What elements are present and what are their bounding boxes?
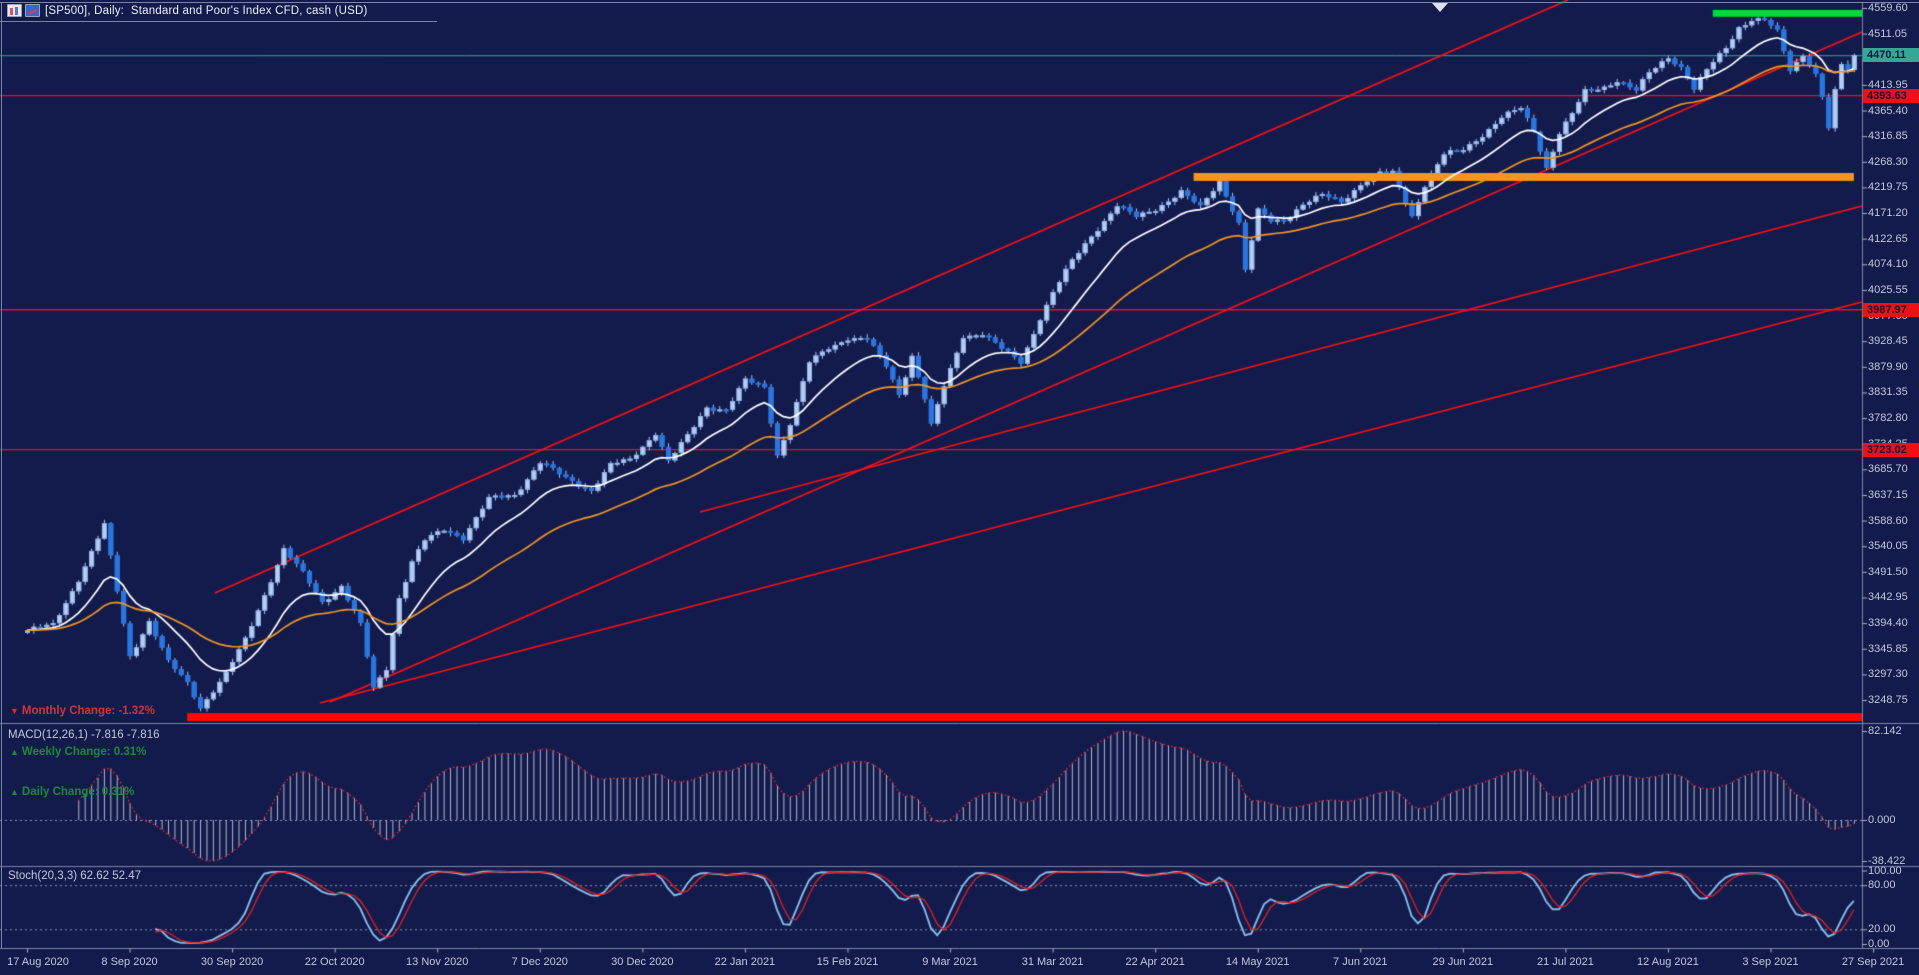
candlestick-window-icon <box>7 4 22 17</box>
price-axis-label: 3831.35 <box>1868 386 1908 399</box>
date-axis-label: 12 Aug 2021 <box>1637 956 1699 968</box>
date-axis-label: 29 Jun 2021 <box>1432 956 1494 968</box>
date-axis-label: 30 Dec 2020 <box>611 956 674 968</box>
price-axis-label: 4316.85 <box>1868 130 1908 143</box>
date-axis-label: 3 Sep 2021 <box>1742 956 1799 968</box>
current-price-marker: 4470.11 <box>1863 48 1919 63</box>
macd-axis-label: 0.000 <box>1868 814 1896 826</box>
price-axis-label: 4511.05 <box>1868 27 1907 40</box>
date-axis-label: 22 Apr 2021 <box>1125 956 1185 968</box>
date-axis-label: 7 Dec 2020 <box>511 956 568 968</box>
title-bar[interactable]: [SP500], Daily: Standard and Poor's Inde… <box>0 0 1919 22</box>
date-axis-label: 30 Sep 2020 <box>200 956 264 968</box>
price-axis-label: 3297.30 <box>1868 668 1908 681</box>
date-axis-label: 31 Mar 2021 <box>1021 956 1084 968</box>
price-axis-label: 3540.05 <box>1868 540 1908 553</box>
change-labels-block: ▼ Monthly Change: -1.32% ▲ Weekly Change: … <box>10 678 155 813</box>
price-axis-label: 4171.20 <box>1868 207 1908 220</box>
price-axis-label: 4365.40 <box>1868 104 1908 117</box>
price-axis-label: 4268.30 <box>1868 155 1908 168</box>
stoch-axis-label: 100.00 <box>1868 864 1902 877</box>
date-axis-label: 8 Sep 2020 <box>101 956 158 968</box>
date-axis-label: 27 Sep 2021 <box>1841 956 1905 968</box>
price-axis-label: 3637.15 <box>1868 488 1908 501</box>
macd-axis-label: 82.142 <box>1868 725 1902 737</box>
window-left-frame <box>1 2 2 948</box>
price-axis-label: 3442.95 <box>1868 591 1908 604</box>
price-axis-label: 4074.10 <box>1868 258 1908 271</box>
line-chart-window-icon <box>25 4 40 17</box>
price-axis-label: 3879.90 <box>1868 360 1908 373</box>
down-triangle-marker <box>1432 3 1448 12</box>
price-axis-label: 3685.70 <box>1868 463 1908 476</box>
date-axis-label: 21 Jul 2021 <box>1536 956 1594 968</box>
price-axis-label: 3491.50 <box>1868 565 1908 578</box>
date-axis-label: 15 Feb 2021 <box>816 956 879 968</box>
stoch-indicator-label: Stoch(20,3,3) 62.62 52.47 <box>8 870 141 882</box>
price-axis-label: 4219.75 <box>1868 181 1908 194</box>
title-bar-border <box>0 21 437 22</box>
date-axis-label: 13 Nov 2020 <box>406 956 469 968</box>
price-axis-label: 4025.55 <box>1868 283 1908 296</box>
alert-price-marker: 4393.63 <box>1863 88 1919 103</box>
price-axis-label: 3345.85 <box>1868 642 1908 655</box>
price-axis-label: 3782.80 <box>1868 412 1908 425</box>
date-axis-label: 7 Jun 2021 <box>1333 956 1388 968</box>
monthly-change-arrow-icon: ▼ <box>10 706 19 716</box>
macd-indicator-label: MACD(12,26,1) -7.816 -7.816 <box>8 729 160 741</box>
price-axis-label: 4413.95 <box>1868 78 1908 91</box>
macd-axis-label: -38.422 <box>1868 855 1906 867</box>
daily-change-arrow-icon: ▲ <box>10 787 19 797</box>
price-axis-label: 3928.45 <box>1868 335 1908 348</box>
window-title: [SP500], Daily: Standard and Poor's Inde… <box>45 5 368 17</box>
date-axis-label: 17 Aug 2020 <box>7 956 69 968</box>
weekly-change-arrow-icon: ▲ <box>10 746 19 757</box>
price-axis-label: 3394.40 <box>1868 617 1908 630</box>
stoch-axis-label: 80.00 <box>1868 879 1896 892</box>
stoch-axis-label: 0.00 <box>1868 938 1890 950</box>
date-axis-label: 9 Mar 2021 <box>922 956 978 968</box>
alert-price-marker: 3987.97 <box>1863 302 1919 317</box>
monthly-change-label: ▼ Monthly Change: -1.32% <box>10 705 155 717</box>
date-axis-label: 22 Jan 2021 <box>714 956 776 968</box>
price-axis-label: 4559.60 <box>1868 2 1908 14</box>
alert-price-marker: 3723.02 <box>1863 442 1919 457</box>
date-axis-label: 14 May 2021 <box>1225 956 1290 968</box>
price-axis-label: 3588.60 <box>1868 514 1908 527</box>
daily-change-label: ▲ Daily Change: 0.31% <box>10 786 135 798</box>
weekly-change-label: ▲ Weekly Change: 0.31% <box>10 745 147 758</box>
price-axis-label: 4122.65 <box>1868 232 1908 245</box>
stoch-axis-label: 20.00 <box>1868 923 1896 936</box>
date-axis-label: 22 Oct 2020 <box>304 956 365 968</box>
price-axis-label: 3248.75 <box>1868 693 1908 706</box>
window-top-frame <box>0 2 1919 3</box>
